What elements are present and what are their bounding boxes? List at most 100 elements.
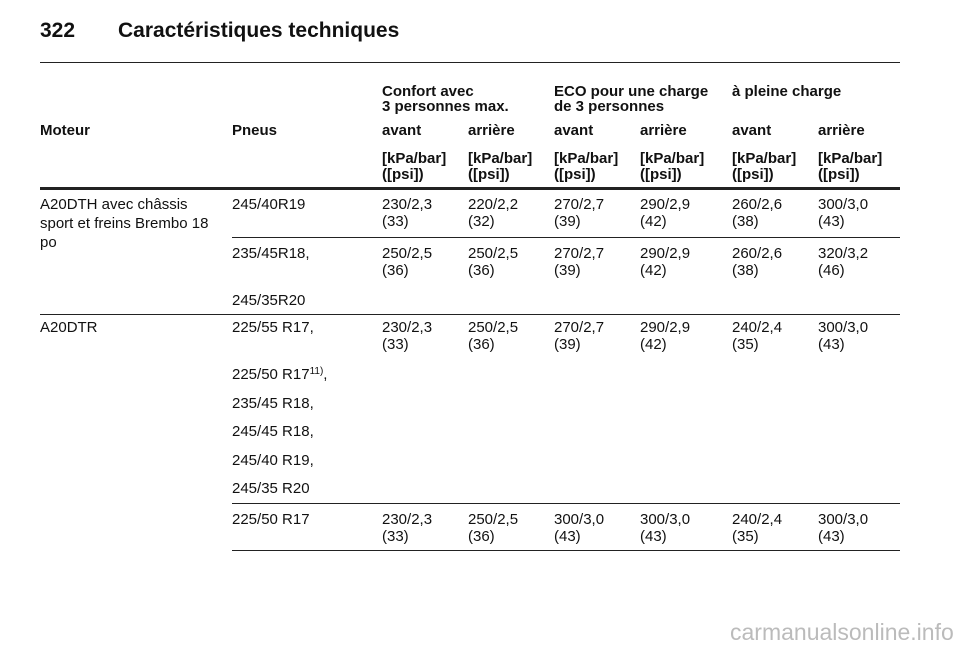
pressure-value: (38) — [732, 262, 759, 279]
page-title: Caractéristiques techniques — [118, 19, 400, 42]
pressure-value: (33) — [382, 213, 409, 230]
unit-label: ([psi]) — [818, 166, 860, 183]
tire-size: 235/45R18, — [232, 246, 310, 262]
column-header: Pneus — [232, 122, 278, 139]
unit-label: ([psi]) — [382, 166, 424, 183]
pressure-value: 230/2,3 — [382, 511, 433, 528]
pressure-value: (39) — [554, 262, 581, 279]
tire-size: 225/55 R17, — [232, 320, 314, 336]
pressure-value: 290/2,9 — [640, 319, 691, 336]
pressure-value: 300/3,0 — [818, 319, 869, 336]
pressure-value: 300/3,0 — [818, 511, 869, 528]
column-header: Moteur — [40, 122, 90, 139]
footnote-ref: 11) — [309, 366, 324, 377]
pressure-value: (36) — [468, 528, 495, 545]
pressure-value: (35) — [732, 528, 759, 545]
pressure-value: (35) — [732, 336, 759, 353]
column-header: avant — [382, 122, 422, 139]
pressure-value: 320/3,2 — [818, 245, 869, 262]
pressure-value: (43) — [554, 528, 581, 545]
unit-label: ([psi]) — [640, 166, 682, 183]
tire-suffix: , — [323, 366, 328, 383]
pressure-value: (43) — [818, 213, 845, 230]
engine-name: po — [40, 234, 57, 251]
pressure-value: 220/2,2 — [468, 196, 519, 213]
row-rule — [232, 503, 900, 504]
pressure-value: (36) — [468, 336, 495, 353]
pressure-value: 300/3,0 — [818, 196, 869, 213]
column-header: arrière — [468, 122, 515, 139]
column-header: arrière — [640, 122, 687, 139]
unit-label: [kPa/bar] — [640, 150, 705, 167]
group-header: 3 personnes max. — [382, 98, 509, 115]
tire-size: 245/35 R20 — [232, 481, 310, 497]
tire-text: 245/35R20 — [232, 292, 306, 309]
tire-text: 225/50 R17 — [232, 511, 310, 528]
pressure-value: 240/2,4 — [732, 511, 783, 528]
unit-label: ([psi]) — [554, 166, 596, 183]
tire-size: 245/40 R19, — [232, 451, 314, 469]
unit-label: [kPa/bar] — [732, 150, 797, 167]
pressure-value: 270/2,7 — [554, 245, 605, 262]
watermark: carmanualsonline.info — [730, 619, 954, 645]
pressure-value: (42) — [640, 336, 667, 353]
pressure-value: 250/2,5 — [468, 319, 519, 336]
pressure-value: 270/2,7 — [554, 196, 605, 213]
pressure-value: (46) — [818, 262, 845, 279]
page-number: 322 — [40, 19, 76, 42]
row-rule — [40, 314, 900, 315]
pressure-value: 300/3,0 — [554, 511, 605, 528]
tire-text: 225/55 R17, — [232, 319, 314, 336]
pressure-value: 300/3,0 — [640, 511, 691, 528]
pressure-value: 250/2,5 — [468, 245, 519, 262]
unit-label: [kPa/bar] — [468, 150, 533, 167]
group-header: à pleine charge — [732, 83, 842, 100]
engine-name: A20DTR — [40, 319, 98, 336]
pressure-value: (43) — [640, 528, 667, 545]
pressure-value: 250/2,5 — [382, 245, 433, 262]
unit-label: ([psi]) — [468, 166, 510, 183]
group-header: Confort avec — [382, 83, 474, 100]
tire-size: 225/50 R17 — [232, 512, 310, 528]
pressure-value: 290/2,9 — [640, 196, 691, 213]
tire-size: 245/35R20 — [232, 293, 305, 309]
unit-label: [kPa/bar] — [554, 150, 619, 167]
pressure-value: 230/2,3 — [382, 196, 433, 213]
tire-text: 245/45 R18, — [232, 423, 314, 440]
pressure-value: 250/2,5 — [468, 511, 519, 528]
row-rule — [232, 237, 900, 238]
unit-label: ([psi]) — [732, 166, 774, 183]
header-rule — [40, 62, 900, 63]
table-head-rule — [40, 187, 900, 190]
group-header: de 3 personnes — [554, 98, 665, 115]
tire-size: 245/45 R18, — [232, 424, 314, 440]
pressure-value: (32) — [468, 213, 495, 230]
tire-text: 225/50 R17 — [232, 366, 310, 383]
pressure-value: 230/2,3 — [382, 319, 433, 336]
engine-name: sport et freins Brembo 18 — [40, 215, 209, 232]
pressure-value: (43) — [818, 528, 845, 545]
pressure-value: (43) — [818, 336, 845, 353]
engine-name: A20DTH avec châssis — [40, 196, 188, 213]
unit-label: [kPa/bar] — [382, 150, 447, 167]
pressure-value: 290/2,9 — [640, 245, 691, 262]
group-header: ECO pour une charge — [554, 83, 709, 100]
pressure-value: (39) — [554, 336, 581, 353]
pressure-value: 260/2,6 — [732, 245, 783, 262]
pressure-value: (38) — [732, 213, 759, 230]
pressure-value: (42) — [640, 262, 667, 279]
column-header: avant — [732, 122, 772, 139]
column-header: arrière — [818, 122, 865, 139]
tire-text: 245/40R19 — [232, 196, 306, 213]
pressure-value: 270/2,7 — [554, 319, 605, 336]
tire-size: 245/40R19 — [232, 197, 305, 213]
unit-label: [kPa/bar] — [818, 150, 883, 167]
pressure-value: (36) — [468, 262, 495, 279]
tire-text: 235/45R18, — [232, 245, 310, 262]
tire-text: 245/40 R19, — [232, 451, 314, 469]
tire-size: 235/45 R18, — [232, 395, 314, 412]
column-header: avant — [554, 122, 594, 139]
pressure-value: (33) — [382, 528, 409, 545]
pressure-value: (39) — [554, 213, 581, 230]
